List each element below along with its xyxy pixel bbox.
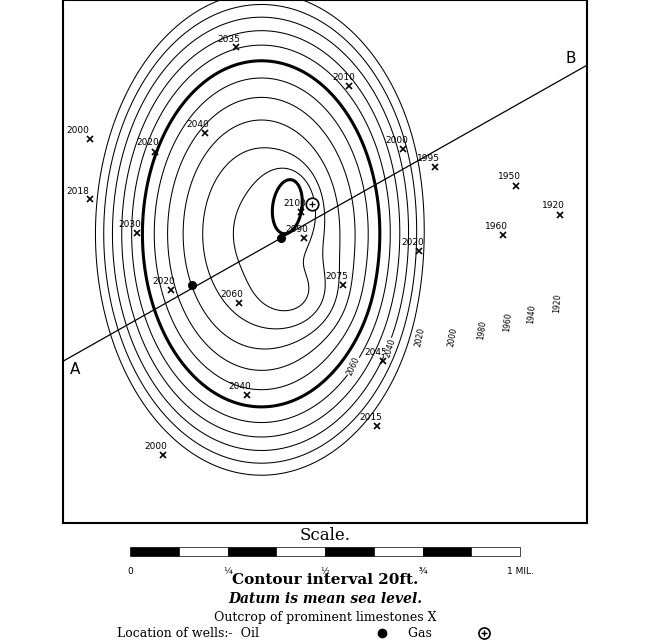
Text: 1940: 1940 <box>526 304 537 324</box>
Text: 1920: 1920 <box>552 293 563 313</box>
Text: 2040: 2040 <box>228 382 251 391</box>
Bar <box>374 547 422 557</box>
Text: 2060: 2060 <box>220 290 243 299</box>
Text: 2020: 2020 <box>414 327 426 348</box>
Text: 2000: 2000 <box>66 126 89 135</box>
Bar <box>130 547 179 557</box>
Text: Contour interval 20ft.: Contour interval 20ft. <box>232 573 418 587</box>
Text: ¼: ¼ <box>223 567 232 576</box>
Text: 2018: 2018 <box>66 187 89 196</box>
Bar <box>276 547 325 557</box>
Text: 1920: 1920 <box>542 201 565 210</box>
Text: 2040: 2040 <box>383 337 398 358</box>
Text: 2090: 2090 <box>286 225 309 234</box>
Bar <box>227 547 276 557</box>
Text: 2020: 2020 <box>136 139 159 148</box>
Text: 2030: 2030 <box>118 220 141 229</box>
Text: ¾: ¾ <box>418 567 427 576</box>
Text: B: B <box>566 51 576 65</box>
Text: 2100: 2100 <box>283 198 306 207</box>
Text: ½: ½ <box>320 567 330 576</box>
Bar <box>471 547 520 557</box>
Text: 2000: 2000 <box>144 442 167 451</box>
Text: 1980: 1980 <box>476 320 488 340</box>
Text: 1 MIL.: 1 MIL. <box>506 567 534 576</box>
Text: 2045: 2045 <box>364 348 387 357</box>
Text: 2075: 2075 <box>325 272 348 281</box>
Text: 1995: 1995 <box>417 154 439 163</box>
Text: Datum is mean sea level.: Datum is mean sea level. <box>228 592 422 606</box>
Text: Location of wells:-  Oil: Location of wells:- Oil <box>117 627 259 640</box>
Text: 2010: 2010 <box>333 73 356 82</box>
Text: 2020: 2020 <box>152 277 175 286</box>
Bar <box>422 547 471 557</box>
Text: 2000: 2000 <box>385 136 408 145</box>
Text: 2015: 2015 <box>359 413 382 422</box>
Text: 2060: 2060 <box>346 356 362 377</box>
Text: 1960: 1960 <box>485 222 508 231</box>
Text: Scale.: Scale. <box>300 527 350 544</box>
Text: 2040: 2040 <box>187 120 209 129</box>
Text: Outcrop of prominent limestones X: Outcrop of prominent limestones X <box>214 611 436 623</box>
Text: 2035: 2035 <box>218 35 240 44</box>
Text: 1960: 1960 <box>502 311 514 332</box>
Text: 2020: 2020 <box>401 238 424 247</box>
Text: Gas: Gas <box>400 627 432 640</box>
Text: 0: 0 <box>127 567 133 576</box>
Text: A: A <box>70 362 80 377</box>
Bar <box>325 547 374 557</box>
Text: 2000: 2000 <box>447 327 460 348</box>
Text: 1950: 1950 <box>498 173 521 182</box>
Bar <box>179 547 228 557</box>
